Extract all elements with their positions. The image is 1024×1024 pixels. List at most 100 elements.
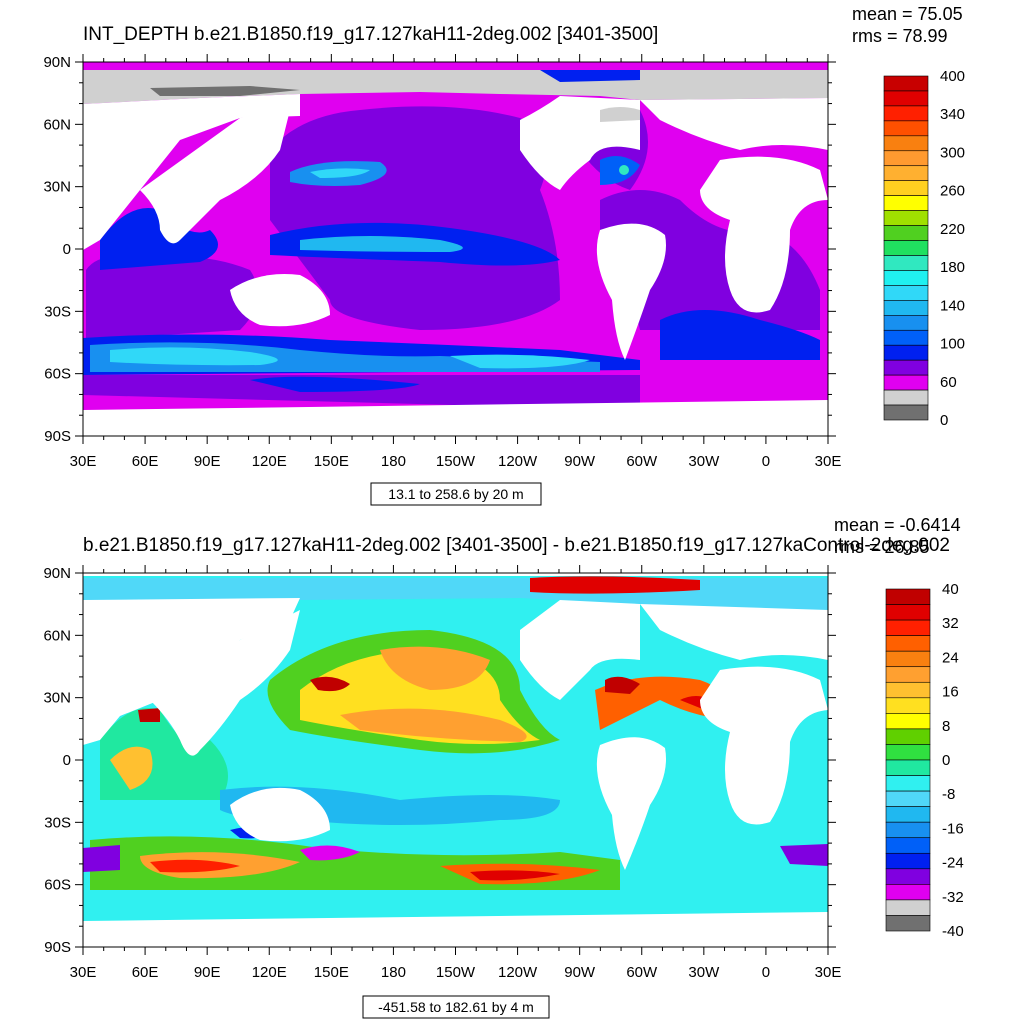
land-africa xyxy=(700,666,828,825)
lon-tick-label: 30W xyxy=(688,964,720,981)
colorbar-swatch xyxy=(883,359,929,376)
colorbar-swatch xyxy=(883,90,929,107)
range-label: 13.1 to 258.6 by 20 m xyxy=(388,486,523,502)
lat-tick-label: 90S xyxy=(44,939,71,956)
lon-tick-label: 150E xyxy=(314,964,349,981)
arctic-blue-region xyxy=(540,70,640,82)
longitude-ticks: 30E 60E 90E 120E 150E 180 150W 120W 90W 60W 30W 0 30… xyxy=(70,565,842,981)
lon-tick-label: 30E xyxy=(815,964,842,981)
land-south-america xyxy=(596,223,666,360)
antarctic-blue-patch xyxy=(250,376,420,392)
southern-ocean-cyan-2 xyxy=(450,354,590,369)
colorbar-label: 0 xyxy=(940,412,948,429)
land-eurasia-west xyxy=(83,94,300,250)
lon-tick-label: 60E xyxy=(132,453,159,470)
lat-tick-label: 30S xyxy=(44,303,71,320)
colorbar-swatch xyxy=(883,180,929,196)
lat-tick-label: 0 xyxy=(63,241,71,258)
colorbar-label: 24 xyxy=(942,649,959,666)
colorbar-label: 340 xyxy=(940,106,965,123)
colorbar-swatch xyxy=(885,697,931,714)
colorbar-swatch xyxy=(883,374,929,391)
sea-ice-region xyxy=(83,70,828,104)
colorbar-swatch xyxy=(883,165,929,181)
colorbar-swatch xyxy=(885,806,931,823)
lat-tick-label: 60N xyxy=(43,116,71,133)
southern-purple-east xyxy=(780,844,828,866)
panel-title: b.e21.B1850.f19_g17.127kaH11-2deg.002 [3… xyxy=(83,535,950,556)
colorbar-label: 220 xyxy=(940,221,965,238)
latitude-ticks: 90N 60N 30N 0 30S 60S 90S xyxy=(43,565,836,956)
lat-tick-label: 60N xyxy=(43,627,71,644)
land-europe xyxy=(640,98,828,150)
range-box: 13.1 to 258.6 by 20 m xyxy=(370,482,542,506)
rms-label: rms = 26.85 xyxy=(834,537,930,557)
southern-ocean-red-2 xyxy=(470,870,560,881)
lon-tick-label: 90W xyxy=(564,453,596,470)
mean-label: mean = 75.05 xyxy=(852,4,963,24)
colorbar-label: 100 xyxy=(940,336,965,353)
colorbar-swatch xyxy=(883,344,929,361)
colorbar-swatch xyxy=(885,884,931,901)
longitude-ticks: 30E 60E 90E 120E 150E 180 150W 120W 90W 60W 30W 0 30… xyxy=(70,54,841,470)
panel-bottom: b.e21.B1850.f19_g17.127kaH11-2deg.002 [3… xyxy=(43,515,964,1019)
pacific-orange-south xyxy=(340,708,527,742)
land-south-america xyxy=(596,737,666,870)
colorbar-swatch xyxy=(885,635,931,652)
colorbar-swatch xyxy=(885,837,931,854)
land-australia xyxy=(230,274,330,327)
range-box: -451.58 to 182.61 by 4 m xyxy=(362,995,550,1019)
southern-purple-west xyxy=(83,845,120,872)
range-box-frame xyxy=(362,995,550,1019)
colorbar-label: 300 xyxy=(940,144,965,161)
colorbar-swatch xyxy=(885,713,931,730)
lon-tick-label: 0 xyxy=(762,453,770,470)
lat-tick-label: 90N xyxy=(43,565,71,582)
colorbar-swatch xyxy=(883,150,929,167)
colorbar-swatch xyxy=(885,744,931,761)
land-asia xyxy=(150,610,300,756)
colorbar-swatch xyxy=(883,105,929,122)
colorbar-swatch xyxy=(885,650,931,668)
land-antarctica xyxy=(83,400,828,436)
antarctic-purple xyxy=(83,375,640,410)
colorbar-label: 140 xyxy=(940,297,965,314)
arabian-red xyxy=(138,708,160,722)
deep-ice-region xyxy=(150,86,300,96)
equatorial-pacific-cyan xyxy=(300,236,463,252)
rms-label: rms = 78.99 xyxy=(852,26,948,46)
lon-tick-label: 90E xyxy=(194,453,221,470)
colorbar-swatch xyxy=(883,329,929,346)
lat-tick-label: 90N xyxy=(43,54,71,71)
lon-tick-label: 90W xyxy=(564,964,596,981)
south-atlantic-blue xyxy=(660,310,820,360)
land-eurasia-west xyxy=(83,598,300,745)
kuroshio-cyan xyxy=(310,168,370,178)
colorbar-label: 60 xyxy=(940,374,957,391)
colorbar-swatch xyxy=(883,195,929,211)
southern-ocean-red-1 xyxy=(150,859,240,873)
colorbar-swatch xyxy=(883,210,929,226)
colorbar-label: -16 xyxy=(942,820,964,837)
colorbar-label: -8 xyxy=(942,786,955,803)
lon-tick-label: 150W xyxy=(436,964,476,981)
lat-tick-label: 0 xyxy=(63,752,71,769)
colorbar-swatch xyxy=(883,285,929,301)
lat-tick-label: 30S xyxy=(44,814,71,831)
lon-tick-label: 120E xyxy=(252,453,287,470)
colorbar: 40 32 24 16 8 0 -8 -16 -24 -32 -40 xyxy=(885,581,964,940)
colorbar-swatch xyxy=(885,868,931,885)
mean-label: mean = -0.6414 xyxy=(834,515,961,535)
colorbar-swatch xyxy=(883,135,929,152)
lat-tick-label: 30N xyxy=(43,690,71,707)
colorbar-swatch xyxy=(883,389,929,406)
pacific-orange-north xyxy=(380,646,490,690)
indian-yellow xyxy=(110,746,153,790)
land-asia xyxy=(140,110,290,244)
colorbar-swatch xyxy=(885,775,931,792)
colorbar-swatch xyxy=(883,240,929,256)
magenta-patch xyxy=(300,845,360,861)
colorbar-label: 0 xyxy=(942,752,950,769)
land-north-america xyxy=(520,600,640,700)
lon-tick-label: 30E xyxy=(70,964,97,981)
